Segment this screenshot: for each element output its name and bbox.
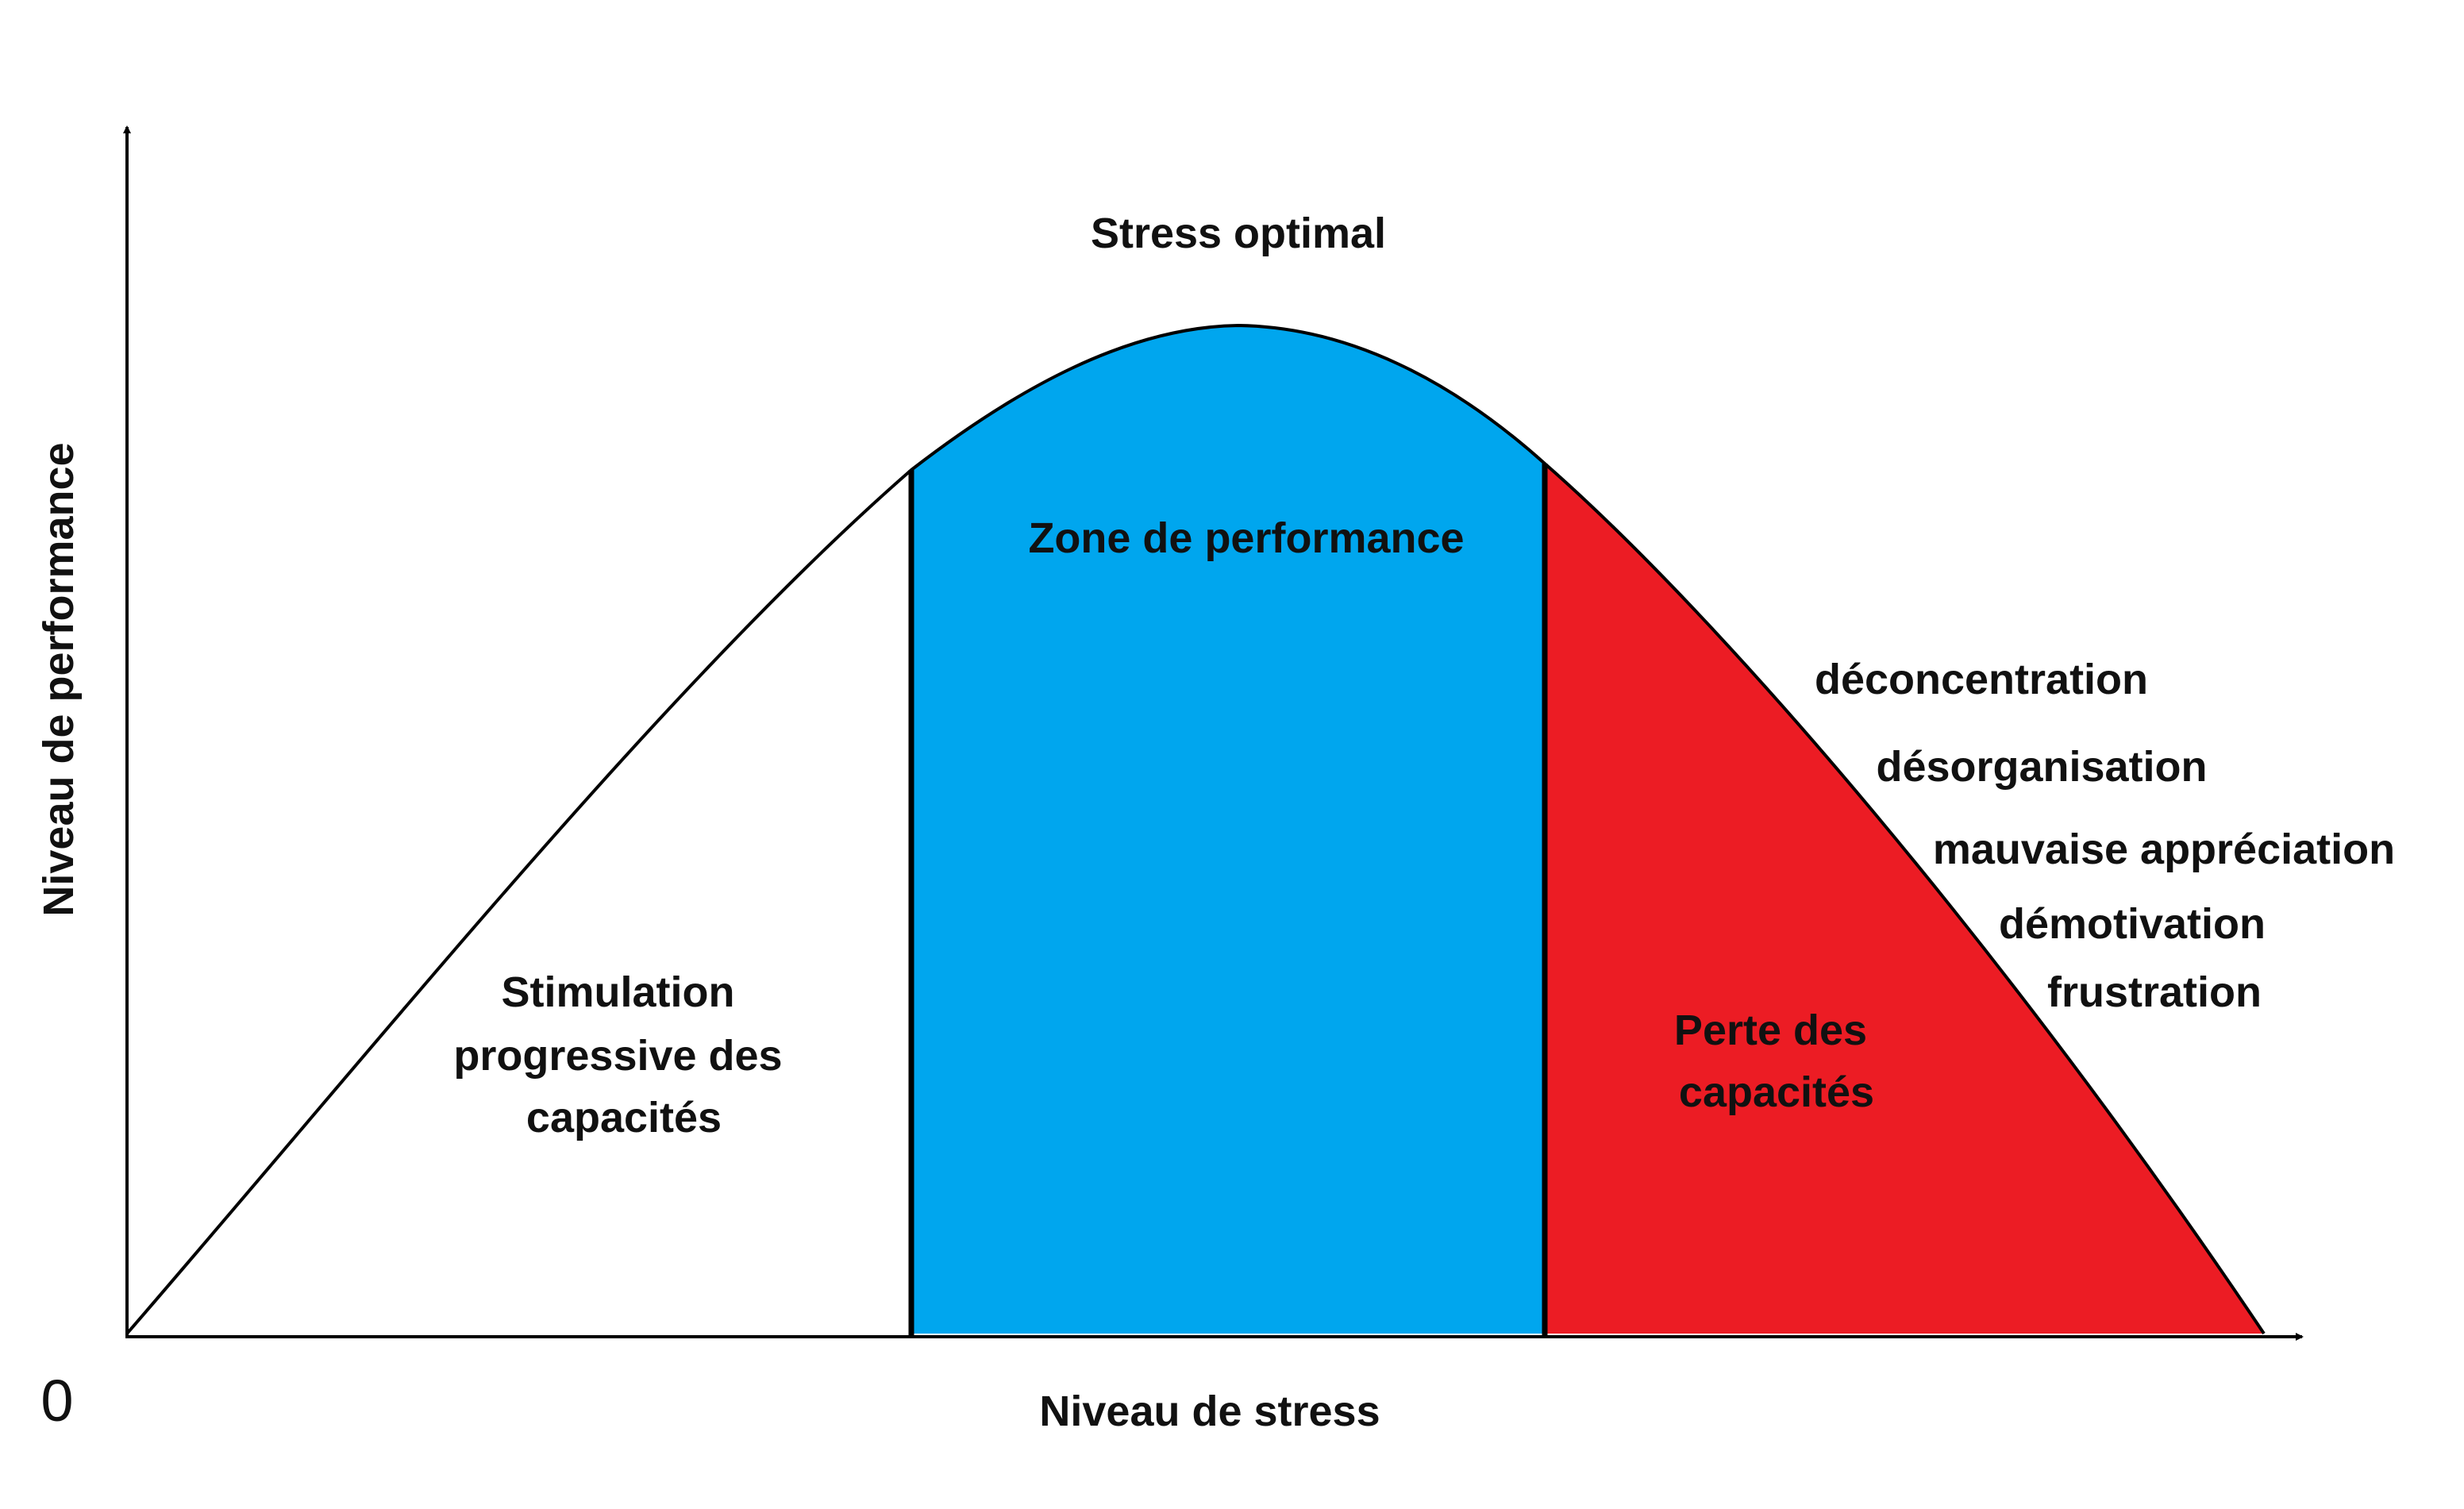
effect-mauvaise-appreciation: mauvaise appréciation [1933,826,2395,873]
performance-curve [125,323,2266,1335]
stimulation-label: Stimulation progressive des capacités [453,968,794,1141]
capacity-loss-label-line: capacités [1679,1068,1874,1116]
y-axis-label: Niveau de performance [35,442,83,916]
performance-zone-area [911,325,1545,1334]
effect-deconcentration: déconcentration [1815,656,2148,703]
origin-label: 0 [40,1368,73,1434]
capacity-loss-zone-area [1545,464,2264,1334]
performance-zone-label: Zone de performance [1028,514,1464,562]
effect-demotivation: démotivation [1999,900,2266,948]
stimulation-label-line: capacités [526,1094,722,1141]
stimulation-label-line: progressive des [453,1032,782,1080]
stimulation-label-line: Stimulation [501,968,734,1016]
x-axis-label: Niveau de stress [1039,1388,1380,1435]
effect-desorganisation: désorganisation [1876,743,2207,791]
capacity-loss-label-line: Perte des [1674,1007,1867,1054]
capacity-loss-label: Perte des capacités [1674,1007,1879,1116]
chart-title: Stress optimal [1091,210,1386,257]
effect-frustration: frustration [2047,968,2262,1016]
